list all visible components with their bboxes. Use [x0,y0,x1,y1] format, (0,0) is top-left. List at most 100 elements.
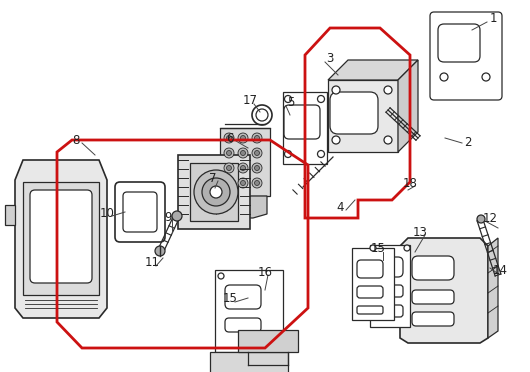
Text: 5: 5 [287,96,295,109]
FancyBboxPatch shape [30,190,92,283]
FancyBboxPatch shape [357,260,383,278]
Circle shape [332,86,340,94]
Circle shape [155,246,165,256]
Text: 14: 14 [492,263,508,276]
FancyBboxPatch shape [375,257,403,277]
Text: 15: 15 [370,241,385,254]
Circle shape [285,151,292,157]
FancyBboxPatch shape [284,105,320,139]
Circle shape [332,136,340,144]
FancyBboxPatch shape [375,285,403,297]
Circle shape [252,133,262,143]
Circle shape [194,170,238,214]
FancyBboxPatch shape [357,306,383,314]
Circle shape [241,166,245,170]
Bar [238,330,298,352]
FancyBboxPatch shape [412,290,454,304]
Bar [190,163,238,221]
Text: 17: 17 [243,93,258,106]
Circle shape [254,180,260,186]
Circle shape [317,96,324,103]
Text: 11: 11 [145,257,160,269]
Text: 13: 13 [412,225,427,238]
Circle shape [226,180,232,186]
Text: 7: 7 [209,171,217,185]
Circle shape [252,148,262,158]
Circle shape [241,135,245,141]
Bar [283,92,327,164]
Circle shape [404,245,410,251]
Circle shape [172,211,182,221]
Bar [215,270,283,352]
Text: 18: 18 [403,176,418,189]
Bar [220,128,270,196]
Circle shape [254,166,260,170]
Text: 6: 6 [226,131,234,144]
FancyBboxPatch shape [430,12,502,100]
Circle shape [241,180,245,186]
Text: 16: 16 [258,266,272,279]
Bar [370,245,410,327]
FancyBboxPatch shape [412,312,454,326]
Text: 12: 12 [482,212,498,224]
Circle shape [477,215,485,223]
Circle shape [482,73,490,81]
FancyBboxPatch shape [330,92,378,134]
Bar [328,80,398,152]
Circle shape [254,135,260,141]
Circle shape [252,105,272,125]
Text: 10: 10 [100,206,114,219]
Circle shape [384,86,392,94]
Circle shape [238,163,248,173]
Text: 1: 1 [489,12,497,25]
Bar [23,182,99,295]
FancyBboxPatch shape [438,24,480,62]
Text: 4: 4 [336,201,344,214]
Bar [178,155,250,229]
Circle shape [204,174,222,192]
Circle shape [218,273,224,279]
FancyBboxPatch shape [115,182,165,242]
Circle shape [226,166,232,170]
Circle shape [224,163,234,173]
FancyBboxPatch shape [225,318,261,332]
Polygon shape [15,160,107,318]
Circle shape [224,148,234,158]
Polygon shape [400,238,488,343]
Circle shape [226,151,232,155]
FancyBboxPatch shape [412,256,454,280]
Polygon shape [223,196,267,218]
Text: 9: 9 [164,211,172,224]
FancyBboxPatch shape [357,286,383,298]
Text: 2: 2 [464,135,472,148]
Circle shape [224,178,234,188]
Circle shape [256,109,268,121]
Circle shape [252,178,262,188]
Polygon shape [398,60,418,152]
Circle shape [317,151,324,157]
Bar [352,248,394,320]
Circle shape [252,163,262,173]
Text: 8: 8 [72,134,79,147]
Circle shape [254,151,260,155]
FancyBboxPatch shape [225,285,261,309]
Circle shape [384,136,392,144]
Circle shape [440,73,448,81]
Circle shape [238,133,248,143]
Circle shape [226,135,232,141]
Circle shape [210,186,222,198]
Polygon shape [488,238,498,338]
Circle shape [241,151,245,155]
Circle shape [238,178,248,188]
Circle shape [224,133,234,143]
Circle shape [202,178,230,206]
Circle shape [208,178,218,188]
Polygon shape [5,205,15,225]
Circle shape [370,245,376,251]
Polygon shape [328,60,418,80]
Text: 3: 3 [326,51,334,64]
FancyBboxPatch shape [123,192,157,232]
Text: 15: 15 [223,292,237,305]
Circle shape [238,148,248,158]
FancyBboxPatch shape [375,305,403,317]
